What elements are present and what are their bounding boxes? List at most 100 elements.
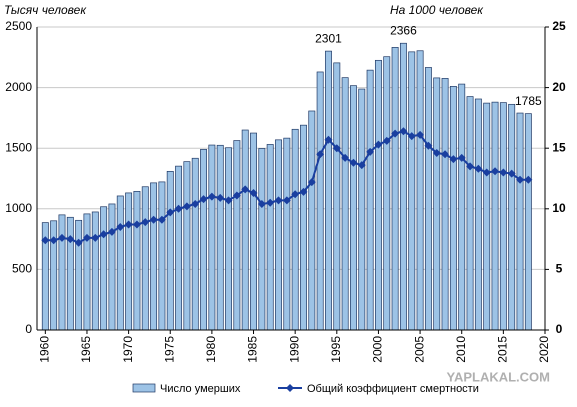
x-tick-label: 1970 [121,336,135,363]
line-marker [107,227,116,236]
bar [175,165,183,331]
line-marker [391,129,400,138]
x-tick-label: 2015 [496,336,510,363]
bar [225,147,232,331]
line-marker [266,198,275,207]
y-axis-label: Тысяч человек [4,3,87,17]
legend-label: Число умерших [160,383,241,395]
y-tick-label: 500 [12,262,32,276]
bar [433,77,441,331]
x-tick-label: 2005 [412,336,426,363]
x-tick-label: 1980 [204,336,218,363]
line-marker [91,233,100,242]
line-marker [182,202,191,211]
y-tick-label: 2000 [5,80,32,94]
bar [300,124,307,331]
bar [341,77,349,331]
bar [208,144,216,331]
y2-tick-label: 10 [552,201,566,215]
bar [158,181,166,331]
x-tick-label: 1965 [79,336,93,363]
bar [383,56,391,331]
bar [358,88,366,331]
bar [100,206,108,331]
x-tick-label: 1985 [246,336,260,363]
bar [308,110,316,331]
line-marker [491,167,500,176]
bar [466,96,474,331]
line-marker [399,127,408,136]
line-marker [132,220,141,229]
line-marker [341,153,350,162]
bar [491,101,499,331]
bar [275,139,282,331]
bar [449,86,457,331]
line-marker [157,215,166,224]
line-marker [357,161,366,170]
line-marker [416,130,425,139]
bar [441,78,449,331]
line-marker [41,236,50,245]
y2-tick-label: 5 [556,262,563,276]
bar [350,85,357,331]
bar [108,203,116,331]
line-marker [74,238,83,247]
bar [191,157,199,331]
bar [424,67,432,331]
bar [83,213,91,331]
bar [333,62,341,331]
line-marker [174,204,183,213]
bar [150,182,158,331]
bar [499,102,507,331]
line-marker [366,147,375,156]
data-label: 2366 [390,23,417,37]
line-marker [116,222,125,231]
data-label: 2301 [315,31,342,45]
line-marker [249,189,258,198]
bar [66,216,74,331]
line-marker [332,144,341,153]
bar [408,51,416,331]
y-tick-label: 1500 [5,140,32,154]
bar [166,170,174,331]
bar [283,137,291,331]
line-marker [449,155,458,164]
bar [258,148,266,331]
bar [91,211,99,331]
line-marker [482,168,491,177]
line-marker [82,233,91,242]
y2-axis-label: На 1000 человек [390,3,484,17]
line-marker [257,199,266,208]
bar [141,186,149,331]
bar [233,140,241,331]
line-marker [382,136,391,145]
bar [183,161,191,331]
line-marker [207,192,216,201]
line-marker [232,191,241,200]
line-marker [316,150,325,159]
bar [116,195,124,331]
line-marker [216,193,225,202]
x-tick-label: 1990 [287,336,301,363]
line-marker [324,135,333,144]
x-tick-label: 2000 [371,336,385,363]
y2-tick-label: 0 [556,322,563,336]
line-marker [149,215,158,224]
bar [75,219,83,331]
y-tick-label: 1000 [5,201,32,215]
x-tick-label: 2020 [537,336,551,363]
bar [508,103,516,331]
line-marker [241,185,250,194]
bar [391,47,399,331]
bar [483,102,491,331]
y2-tick-label: 25 [552,19,566,33]
bar [241,129,249,331]
line-marker [224,196,233,205]
bar [399,42,407,331]
bar [133,190,141,331]
bar [125,192,133,331]
line-marker [516,175,525,184]
y-tick-label: 2500 [5,19,32,33]
line-marker [66,235,75,244]
